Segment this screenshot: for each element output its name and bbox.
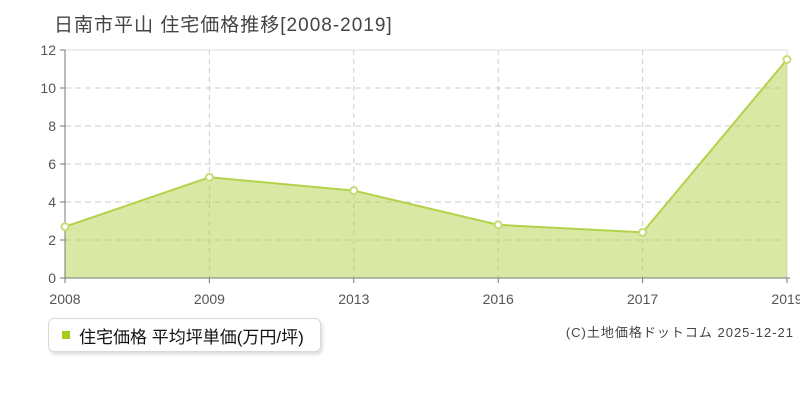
y-tick-label: 4: [48, 194, 56, 210]
y-tick-label: 12: [40, 42, 56, 58]
data-point-marker: [493, 220, 503, 230]
data-point-marker: [204, 172, 214, 182]
y-tick-label: 2: [48, 232, 56, 248]
x-tick-label: 2013: [338, 291, 369, 307]
data-point-marker: [349, 186, 359, 196]
area-fill: [65, 59, 787, 278]
x-tick-label: 2008: [49, 291, 80, 307]
x-tick-label: 2019: [771, 291, 800, 307]
x-tick-label: 2017: [627, 291, 658, 307]
chart-title: 日南市平山 住宅価格推移[2008-2019]: [54, 15, 393, 36]
copyright-text: (C)土地価格ドットコム 2025-12-21: [565, 325, 794, 340]
data-point-marker: [638, 227, 648, 237]
y-tick-label: 10: [40, 80, 56, 96]
y-tick-label: 8: [48, 118, 56, 134]
x-tick-label: 2009: [194, 291, 225, 307]
x-tick-label: 2016: [483, 291, 514, 307]
data-point-marker: [782, 55, 792, 64]
legend: 住宅価格 平均坪単価(万円/坪): [48, 318, 321, 352]
data-point-marker: [60, 222, 70, 232]
legend-marker-icon: [62, 331, 70, 339]
price-line: [64, 58, 788, 234]
legend-label: 住宅価格 平均坪単価(万円/坪): [79, 327, 304, 347]
y-tick-label: 0: [48, 270, 56, 286]
y-tick-label: 6: [48, 156, 56, 172]
